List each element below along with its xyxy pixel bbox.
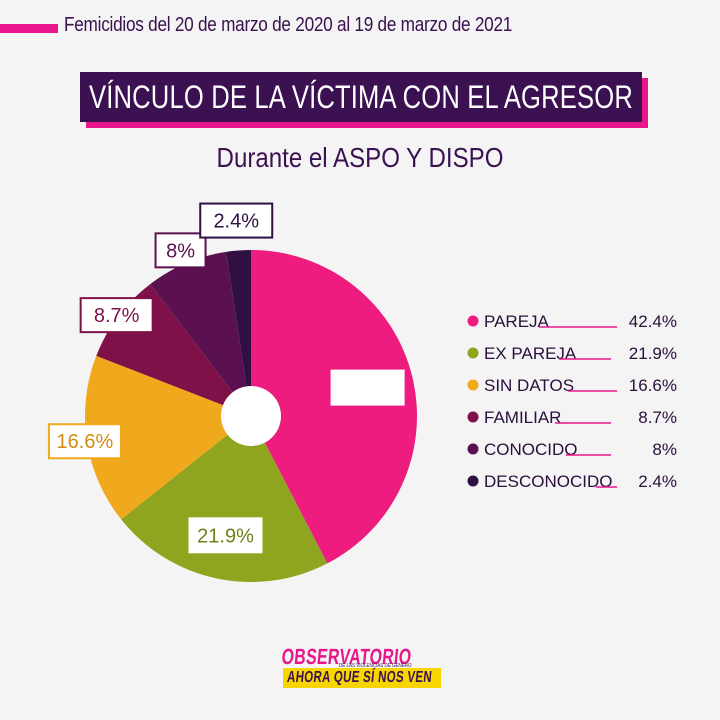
data-label-text: 2.4% <box>213 211 259 233</box>
period-caption: Femicidios del 20 de marzo de 2020 al 19… <box>64 14 513 36</box>
logo-subline: DE LAS VIOLENCIAS DE GÉNERO <box>339 663 412 669</box>
data-label-box <box>154 232 207 269</box>
legend-value: 8% <box>652 440 677 459</box>
caption-accent-bar <box>0 24 58 33</box>
legend-label: DESCONOCIDO <box>484 472 612 491</box>
data-label-sin-datos: 16.6% <box>47 423 122 460</box>
legend-item-desconocido: DESCONOCIDO 2.4% <box>467 472 677 491</box>
data-label-pareja: 42.4% <box>330 369 405 406</box>
data-label-familiar: 8.7% <box>79 297 154 334</box>
logo-slogan-band: AHORA QUE SÍ NOS VEN <box>283 668 441 688</box>
data-label-text: 16.6% <box>57 431 114 453</box>
observatorio-logo: OBSERVATORIO DE LAS VIOLENCIAS DE GÉNERO… <box>280 644 443 692</box>
data-label-ex-pareja: 21.9% <box>188 517 263 554</box>
chart-subtitle: Durante el ASPO Y DISPO <box>216 142 504 173</box>
logo-slogan: AHORA QUE SÍ NOS VEN <box>286 669 433 686</box>
legend-value: 42.4% <box>629 312 677 331</box>
legend-swatch <box>467 475 479 487</box>
data-label-box <box>47 423 122 460</box>
pie-slice-desconocido <box>226 250 251 416</box>
legend-label: PAREJA <box>484 312 550 331</box>
title-banner: VÍNCULO DE LA VÍCTIMA CON EL AGRESOR <box>80 72 648 128</box>
data-label-text: 21.9% <box>197 525 254 547</box>
pie-slice-pareja <box>251 250 417 564</box>
chart-title: VÍNCULO DE LA VÍCTIMA CON EL AGRESOR <box>89 78 633 115</box>
legend-value: 8.7% <box>638 408 677 427</box>
data-label-text: 8.7% <box>94 305 140 327</box>
data-label-box <box>199 202 274 239</box>
legend-value: 21.9% <box>629 344 677 363</box>
data-label-box <box>188 517 263 554</box>
data-label-text: 42.4% <box>339 378 396 400</box>
legend-swatch <box>467 443 479 455</box>
legend-label: FAMILIAR <box>484 408 561 427</box>
legend-item-pareja: PAREJA 42.4% <box>467 312 677 331</box>
pie-slice-conocido <box>150 251 251 416</box>
data-label-box <box>330 369 405 406</box>
title-box: VÍNCULO DE LA VÍCTIMA CON EL AGRESOR <box>80 72 642 122</box>
legend-value: 16.6% <box>629 376 677 395</box>
legend-value: 2.4% <box>638 472 677 491</box>
legend-swatch <box>467 411 479 423</box>
legend-item-conocido: CONOCIDO 8% <box>467 440 677 459</box>
data-label-conocido: 8% <box>154 232 207 269</box>
legend-item-sin-datos: SIN DATOS 16.6% <box>467 376 677 395</box>
data-label-desconocido: 2.4% <box>199 202 274 239</box>
legend-label: EX PAREJA <box>484 344 577 363</box>
pie-slice-ex-pareja <box>121 416 328 582</box>
donut-hole <box>221 386 281 446</box>
legend-label: SIN DATOS <box>484 376 574 395</box>
legend-swatch <box>467 315 479 327</box>
legend-swatch <box>467 379 479 391</box>
data-label-text: 8% <box>166 240 195 262</box>
legend-item-ex-pareja: EX PAREJA 21.9% <box>467 344 677 363</box>
legend-swatch <box>467 347 479 359</box>
legend-item-familiar: FAMILIAR 8.7% <box>467 408 677 427</box>
pie-slice-sin-datos <box>84 355 251 520</box>
legend-label: CONOCIDO <box>484 440 578 459</box>
data-label-box <box>79 297 154 334</box>
